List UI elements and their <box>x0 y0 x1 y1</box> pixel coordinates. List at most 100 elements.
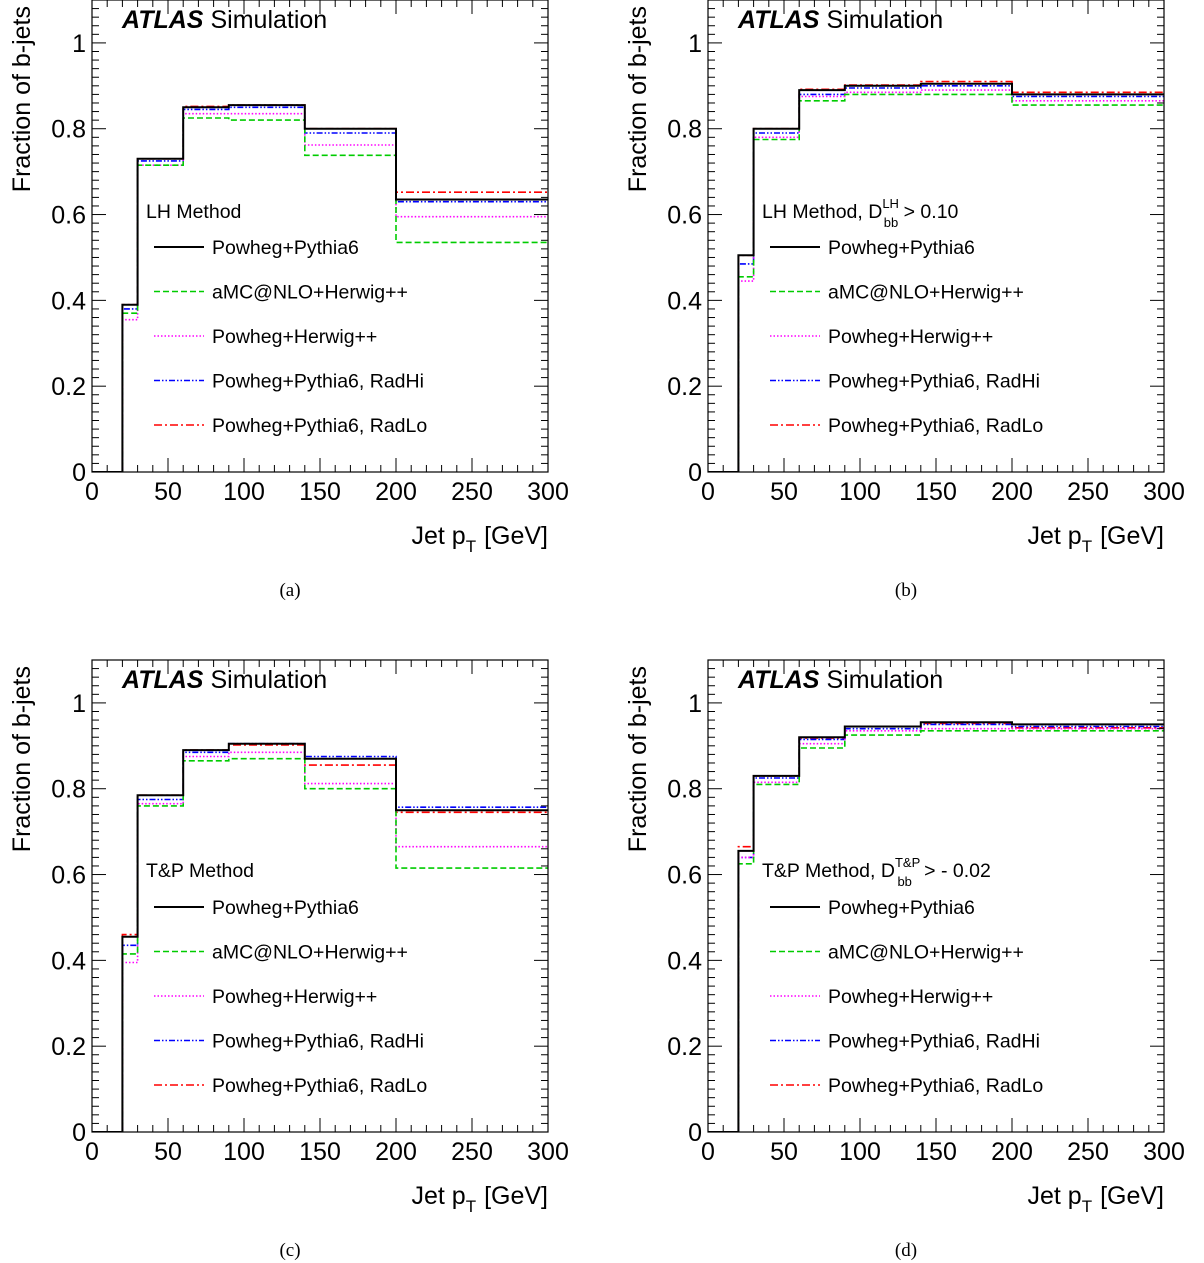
legend-title-main: LH Method, D <box>762 201 882 223</box>
y-tick-label: 0.8 <box>667 776 702 804</box>
x-tick-label: 0 <box>85 478 99 506</box>
x-axis-label-sub: T <box>466 537 476 556</box>
atlas-label-rest: Simulation <box>826 666 943 694</box>
x-tick-label: 200 <box>375 478 417 506</box>
plot-frame <box>91 659 549 1133</box>
y-tick-label: 0 <box>688 459 702 487</box>
x-tick-label: 250 <box>451 478 493 506</box>
x-axis-label: Jet pT [GeV] <box>1027 522 1164 556</box>
legend-entry-label: Powheg+Pythia6, RadLo <box>828 1075 1043 1097</box>
atlas-label-bold: ATLAS <box>737 6 820 34</box>
x-tick-label: 150 <box>299 1138 341 1166</box>
series-line-4 <box>708 85 1164 472</box>
plot-frame <box>91 0 549 473</box>
legend-entry-label: aMC@NLO+Herwig++ <box>212 282 408 304</box>
y-tick-label: 0 <box>72 1119 86 1147</box>
legend-title-sub: bb <box>897 874 911 889</box>
series-line-2 <box>92 117 548 472</box>
legend-title-tail: > - 0.02 <box>919 860 991 882</box>
x-tick-label: 200 <box>991 1138 1033 1166</box>
x-tick-label: 250 <box>1067 478 1109 506</box>
x-tick-label: 200 <box>991 478 1033 506</box>
legend-entry-label: aMC@NLO+Herwig++ <box>828 282 1024 304</box>
legend: LH Method, DLH bb > 0.10 Powheg+Pythia6 aMC… <box>762 196 1043 437</box>
y-tick-label: 0.2 <box>667 1033 702 1061</box>
series-line-4 <box>92 742 548 1132</box>
x-tick-label: 0 <box>701 1138 715 1166</box>
x-tick-label: 50 <box>154 478 182 506</box>
legend-title: LH Method, DLH bb > 0.10 <box>762 196 959 230</box>
chart-panel-2: 0 50 100 150 200 250 300 0 0.2 0.4 0.6 0.8 1 Fraction… <box>624 0 1185 601</box>
y-axis-label: Fraction of b-jets <box>624 666 652 852</box>
legend-entry-label: Powheg+Pythia6 <box>212 897 359 919</box>
y-tick-label: 1 <box>688 30 702 58</box>
panel-caption: (b) <box>895 580 917 601</box>
x-tick-label: 100 <box>839 1138 881 1166</box>
y-tick-label: 0.2 <box>51 373 86 401</box>
legend: T&P Method Powheg+Pythia6 aMC@NLO+Herwig++… <box>146 860 427 1097</box>
y-axis-label: Fraction of b-jets <box>8 6 36 192</box>
y-tick-label: 0.4 <box>667 287 702 315</box>
legend-entry-label: Powheg+Pythia6, RadHi <box>828 371 1040 393</box>
x-tick-label: 150 <box>299 478 341 506</box>
x-tick-label: 100 <box>223 478 265 506</box>
x-axis-label-unit: [GeV] <box>1100 522 1164 550</box>
atlas-label-bold: ATLAS <box>121 666 204 694</box>
x-tick-label: 0 <box>701 478 715 506</box>
legend-entry-label: Powheg+Pythia6, RadHi <box>828 1031 1040 1053</box>
y-tick-label: 0.6 <box>51 202 86 230</box>
legend-entry-label: Powheg+Pythia6 <box>212 237 359 259</box>
x-tick-label: 200 <box>375 1138 417 1166</box>
x-tick-label: 250 <box>1067 1138 1109 1166</box>
atlas-label: ATLAS Simulation <box>121 666 327 694</box>
legend-title-sub: bb <box>884 215 898 230</box>
y-tick-label: 0 <box>72 459 86 487</box>
x-tick-label: 100 <box>223 1138 265 1166</box>
y-tick-label: 1 <box>72 690 86 718</box>
plot-frame <box>707 0 1165 473</box>
x-tick-label: 100 <box>839 478 881 506</box>
atlas-label: ATLAS Simulation <box>121 6 327 34</box>
y-tick-label: 0.6 <box>51 862 86 890</box>
atlas-label-bold: ATLAS <box>737 666 820 694</box>
series-line-4 <box>92 106 548 472</box>
x-tick-label: 50 <box>154 1138 182 1166</box>
series-line-4 <box>708 723 1164 1132</box>
legend-entry-label: Powheg+Pythia6, RadHi <box>212 371 424 393</box>
legend-entry-label: Powheg+Pythia6, RadLo <box>212 1075 427 1097</box>
x-axis-label-sub: T <box>466 1197 476 1216</box>
chart-panel-4: 0 50 100 150 200 250 300 0 0.2 0.4 0.6 0.8 1 Fraction… <box>624 659 1185 1261</box>
legend-entry-label: Powheg+Pythia6, RadHi <box>212 1031 424 1053</box>
series-line-1 <box>708 721 1164 1132</box>
x-axis-label-unit: [GeV] <box>484 1182 548 1210</box>
series-line-2 <box>708 730 1164 1132</box>
series-line-2 <box>92 757 548 1132</box>
y-tick-label: 0.2 <box>667 373 702 401</box>
x-tick-label: 150 <box>915 478 957 506</box>
y-tick-label: 0.6 <box>667 202 702 230</box>
x-tick-label: 50 <box>770 1138 798 1166</box>
panel-caption: (c) <box>279 1240 300 1261</box>
x-axis-label: Jet pT [GeV] <box>1027 1182 1164 1216</box>
x-tick-label: 150 <box>915 1138 957 1166</box>
legend-title-sup: LH <box>882 196 899 211</box>
legend: LH Method Powheg+Pythia6 aMC@NLO+Herwig++ P… <box>146 201 427 437</box>
y-tick-label: 1 <box>72 30 86 58</box>
atlas-label-rest: Simulation <box>210 6 327 34</box>
legend-entry-label: Powheg+Herwig++ <box>212 986 377 1008</box>
legend-entry-label: Powheg+Pythia6 <box>828 897 975 919</box>
series-group <box>92 104 548 472</box>
legend-entry-label: Powheg+Pythia6, RadLo <box>828 415 1043 437</box>
atlas-label-rest: Simulation <box>210 666 327 694</box>
x-axis-label-unit: [GeV] <box>484 522 548 550</box>
legend-title: LH Method <box>146 201 241 223</box>
legend-title: T&P Method <box>146 860 254 882</box>
series-group <box>708 721 1164 1132</box>
x-tick-label: 300 <box>1143 1138 1185 1166</box>
x-axis-label-main: Jet p <box>1027 1182 1081 1210</box>
y-tick-label: 0.8 <box>51 116 86 144</box>
y-axis-label: Fraction of b-jets <box>624 6 652 192</box>
legend-entry-label: aMC@NLO+Herwig++ <box>828 942 1024 964</box>
atlas-label: ATLAS Simulation <box>737 666 943 694</box>
